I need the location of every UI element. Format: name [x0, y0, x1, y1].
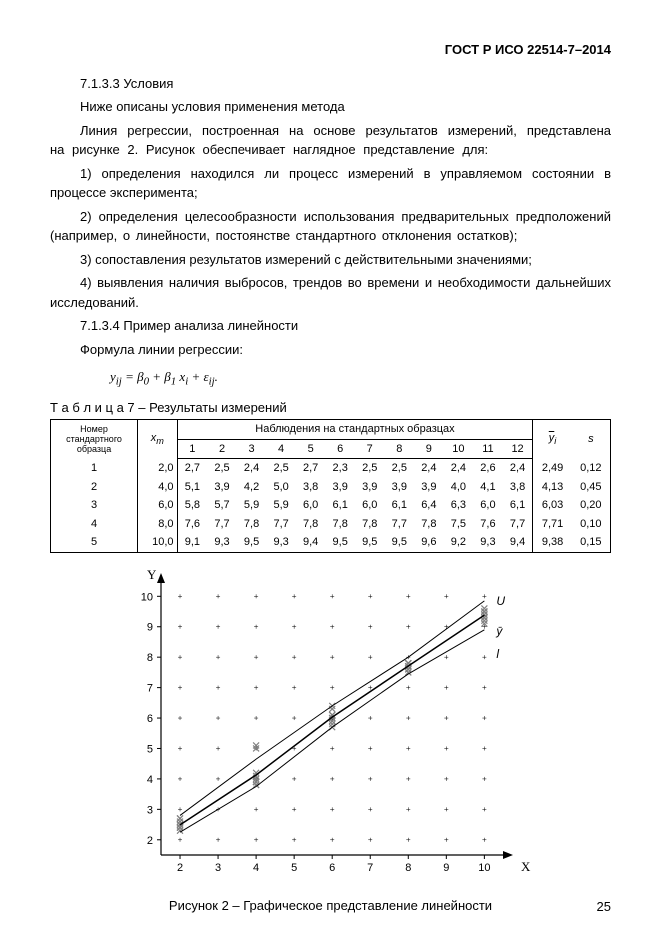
page-number: 25 — [597, 897, 611, 917]
para-1: Ниже описаны условия применения метода — [50, 97, 611, 117]
svg-text:ȳ: ȳ — [495, 624, 503, 638]
svg-text:2: 2 — [176, 862, 182, 874]
svg-text:6: 6 — [329, 862, 335, 874]
para-3: 1) определения находился ли процесс изме… — [50, 164, 611, 203]
figure-2-caption: Рисунок 2 – Графическое представление ли… — [50, 896, 611, 916]
svg-text:3: 3 — [146, 804, 152, 816]
section-7133: 7.1.3.3 Условия — [50, 74, 611, 94]
table-7: НомерстандартногообразцаxmНаблюдения на … — [50, 419, 611, 553]
svg-text:U: U — [496, 594, 505, 608]
svg-text:4: 4 — [253, 862, 259, 874]
svg-text:2: 2 — [146, 835, 152, 847]
svg-text:10: 10 — [140, 591, 152, 603]
table-7-caption: Т а б л и ц а 7 – Результаты измерений — [50, 398, 611, 418]
svg-text:8: 8 — [405, 862, 411, 874]
regression-formula: yij = β0 + β1 xi + εij. — [110, 367, 611, 390]
svg-text:9: 9 — [443, 862, 449, 874]
para-6: 4) выявления наличия выбросов, трендов в… — [50, 273, 611, 312]
svg-text:4: 4 — [146, 774, 152, 786]
svg-text:Y: Y — [147, 567, 157, 582]
svg-text:6: 6 — [146, 713, 152, 725]
svg-text:8: 8 — [146, 652, 152, 664]
svg-text:7: 7 — [367, 862, 373, 874]
svg-text:X: X — [521, 859, 531, 874]
svg-text:7: 7 — [146, 682, 152, 694]
svg-text:3: 3 — [215, 862, 221, 874]
para-5: 3) сопоставления результатов измерений с… — [50, 250, 611, 270]
para-4: 2) определения целесообразности использо… — [50, 207, 611, 246]
svg-text:5: 5 — [146, 743, 152, 755]
svg-text:10: 10 — [478, 862, 490, 874]
standard-id: ГОСТ Р ИСО 22514-7–2014 — [50, 40, 611, 60]
para-7: Формула линии регрессии: — [50, 340, 611, 360]
para-2: Линия регрессии, построенная на основе р… — [50, 121, 611, 160]
section-7134: 7.1.3.4 Пример анализа линейности — [50, 316, 611, 336]
linearity-chart: 2 3 4 5 6 7 8 9 10 2 3 4 5 6 7 8 9 10 Y X Uȳl — [116, 565, 546, 885]
svg-text:9: 9 — [146, 622, 152, 634]
svg-text:l: l — [496, 647, 499, 661]
svg-text:5: 5 — [291, 862, 297, 874]
